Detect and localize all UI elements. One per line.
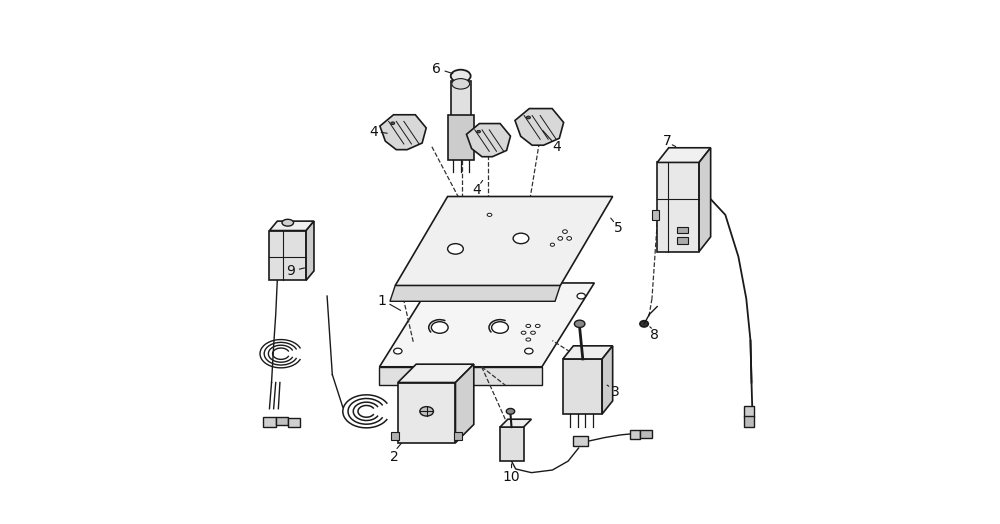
Polygon shape (288, 418, 300, 427)
Polygon shape (744, 406, 754, 417)
Polygon shape (448, 115, 474, 160)
Ellipse shape (391, 122, 395, 125)
Ellipse shape (448, 244, 463, 254)
Text: 4: 4 (369, 125, 378, 139)
Polygon shape (657, 162, 699, 252)
Ellipse shape (526, 116, 530, 119)
Text: 2: 2 (390, 450, 399, 464)
Polygon shape (573, 436, 588, 446)
Polygon shape (391, 432, 399, 440)
Polygon shape (466, 124, 510, 157)
Ellipse shape (487, 213, 492, 216)
Polygon shape (269, 231, 306, 280)
Text: 6: 6 (432, 62, 441, 76)
Polygon shape (398, 383, 455, 443)
Ellipse shape (574, 320, 585, 328)
Ellipse shape (492, 322, 508, 333)
Text: 9: 9 (286, 265, 295, 278)
Text: 3: 3 (611, 385, 620, 399)
Polygon shape (563, 359, 602, 414)
Polygon shape (398, 364, 474, 383)
Polygon shape (276, 417, 288, 425)
Ellipse shape (531, 331, 535, 334)
Polygon shape (390, 286, 560, 301)
Text: 10: 10 (503, 470, 520, 484)
Text: 4: 4 (472, 183, 481, 196)
Polygon shape (379, 367, 542, 385)
Ellipse shape (506, 409, 515, 414)
Polygon shape (563, 346, 613, 359)
Ellipse shape (420, 407, 433, 416)
Text: 4: 4 (552, 140, 561, 154)
Ellipse shape (526, 338, 531, 341)
Text: 1: 1 (378, 294, 387, 308)
Ellipse shape (558, 236, 563, 240)
Polygon shape (379, 283, 594, 367)
Ellipse shape (452, 79, 470, 89)
Text: 7: 7 (663, 135, 672, 148)
Ellipse shape (431, 322, 448, 333)
Polygon shape (744, 416, 754, 427)
Polygon shape (451, 81, 471, 118)
Polygon shape (677, 237, 688, 244)
Ellipse shape (451, 70, 471, 82)
Ellipse shape (526, 324, 531, 328)
Text: 5: 5 (614, 221, 622, 235)
Polygon shape (500, 427, 524, 461)
Polygon shape (677, 227, 688, 233)
Ellipse shape (513, 233, 529, 244)
Polygon shape (657, 148, 711, 162)
Ellipse shape (550, 243, 554, 246)
Polygon shape (652, 210, 659, 220)
Ellipse shape (535, 324, 540, 328)
Text: 8: 8 (650, 329, 659, 342)
Polygon shape (380, 115, 426, 150)
Polygon shape (500, 419, 531, 427)
Ellipse shape (640, 321, 648, 327)
Polygon shape (395, 196, 613, 286)
Polygon shape (630, 430, 640, 439)
Polygon shape (454, 432, 462, 440)
Polygon shape (263, 417, 276, 427)
Polygon shape (306, 221, 314, 280)
Polygon shape (515, 108, 564, 145)
Ellipse shape (521, 331, 526, 334)
Polygon shape (699, 148, 711, 252)
Ellipse shape (567, 236, 572, 240)
Polygon shape (269, 221, 314, 231)
Ellipse shape (477, 130, 480, 133)
Ellipse shape (563, 230, 567, 233)
Ellipse shape (282, 220, 294, 226)
Ellipse shape (399, 293, 407, 299)
Polygon shape (455, 364, 474, 443)
Polygon shape (640, 430, 652, 438)
Ellipse shape (577, 293, 585, 299)
Ellipse shape (394, 348, 402, 354)
Polygon shape (602, 346, 613, 414)
Ellipse shape (525, 348, 533, 354)
